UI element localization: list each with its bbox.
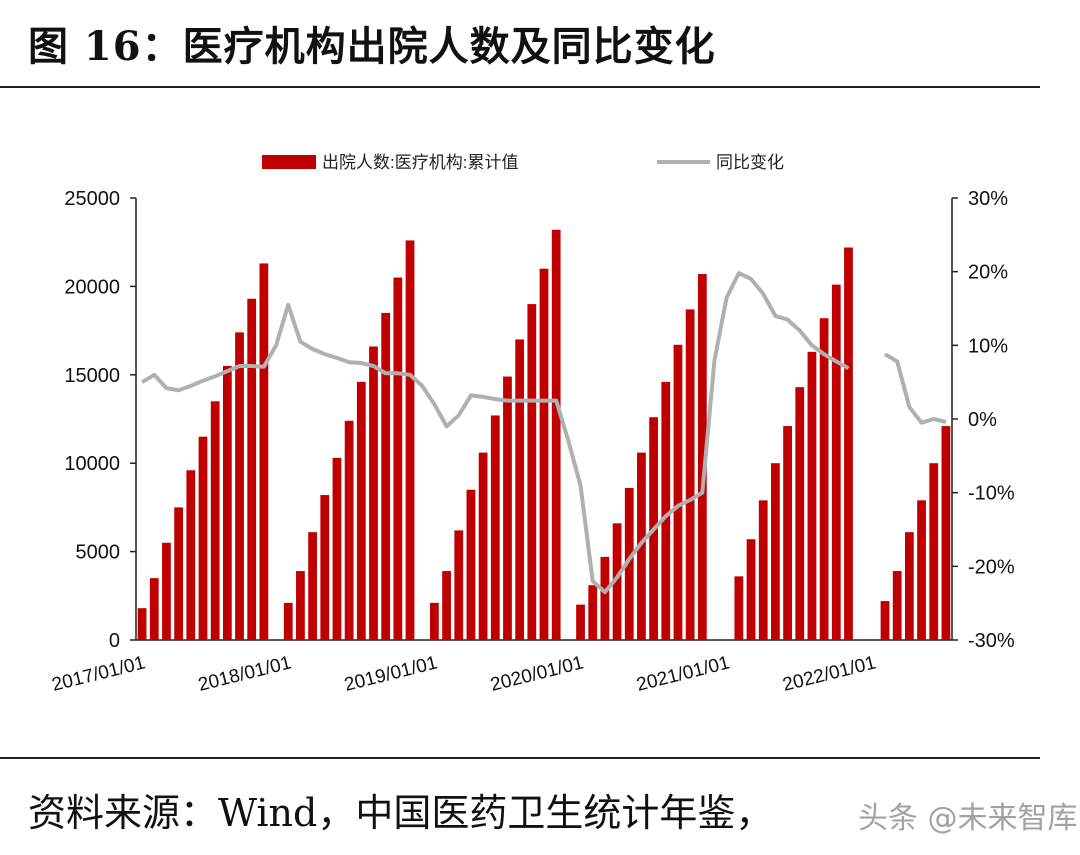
bar (941, 426, 951, 640)
bar (405, 240, 415, 640)
bar (247, 298, 257, 640)
bar (807, 351, 817, 640)
bar (576, 604, 585, 640)
bar (685, 309, 695, 640)
line-series (141, 271, 947, 595)
bar (466, 489, 476, 640)
x-tick-label: 2018/01/01 (196, 652, 293, 695)
bar (831, 284, 841, 640)
bar (758, 500, 768, 640)
bottom-rule (0, 757, 1040, 759)
bar (356, 381, 366, 640)
y-left-tick-label: 5000 (76, 542, 121, 564)
bar (186, 470, 196, 640)
bar (612, 523, 622, 640)
bar (369, 346, 378, 640)
figure-title: 图 16：医疗机构出院人数及同比变化 (28, 23, 716, 70)
y-right-tick-label: 20% (968, 262, 1008, 284)
bar (198, 436, 208, 640)
bar (308, 532, 317, 640)
x-tick-label: 2021/01/01 (635, 652, 732, 695)
bar (393, 277, 403, 640)
bar (222, 365, 232, 640)
bar (673, 344, 683, 640)
watermark: 头条 @未来智库 (858, 801, 1078, 836)
bar (283, 602, 293, 640)
bar (430, 602, 439, 640)
bar (539, 268, 549, 640)
legend-line-label: 同比变化 (716, 153, 784, 172)
x-tick-label: 2019/01/01 (342, 652, 439, 695)
bar (588, 585, 598, 640)
top-rule (0, 86, 1040, 88)
bar (734, 576, 744, 640)
bar (637, 452, 646, 640)
bar (600, 556, 610, 640)
y-right-tick-label: 0% (968, 409, 997, 431)
legend-bar-swatch (262, 155, 316, 169)
bar (210, 401, 220, 640)
bar (174, 507, 184, 640)
y-right-tick-label: -10% (968, 483, 1015, 505)
yoy-line-segment (883, 352, 947, 425)
axes: 0 5000 10000 15000 20000 25000 -30% -20% -10% 0% 1… (64, 188, 1015, 652)
yoy-line-segment (141, 271, 850, 595)
bar (442, 571, 451, 640)
bar (661, 381, 671, 640)
bar (137, 608, 147, 640)
x-axis-labels: 2017/01/01 2018/01/01 2019/01/01 2020/01/01… (50, 652, 878, 695)
bar (904, 532, 914, 640)
source-note: 资料来源：Wind，中国医药卫生统计年鉴， (28, 791, 774, 835)
bar (917, 500, 926, 640)
bar (795, 387, 805, 640)
bar-series (137, 229, 951, 640)
bar (235, 332, 244, 640)
legend: 出院人数:医疗机构:累计值 同比变化 (262, 153, 784, 172)
bar (746, 539, 756, 640)
bar (320, 495, 330, 640)
chart: 出院人数:医疗机构:累计值 同比变化 0 5000 10000 15000 20000 2… (50, 153, 1015, 696)
bar (624, 487, 634, 640)
y-right-tick-label: -20% (968, 556, 1015, 578)
bar (929, 463, 939, 640)
bar (880, 601, 890, 640)
x-tick-label: 2017/01/01 (50, 652, 147, 695)
bar (503, 376, 512, 640)
y-left-tick-label: 0 (109, 630, 120, 652)
y-left-tick-label: 10000 (64, 453, 120, 475)
bar (149, 578, 159, 640)
bar (697, 274, 707, 640)
bar (771, 463, 780, 640)
bar (296, 571, 305, 640)
y-right-tick-label: 10% (968, 335, 1008, 357)
legend-bar-label: 出院人数:医疗机构:累计值 (322, 153, 518, 172)
bar (515, 339, 525, 640)
bar (819, 318, 829, 640)
bar (259, 263, 269, 640)
bar (381, 312, 391, 640)
y-left-tick-label: 20000 (64, 276, 120, 298)
bar (344, 420, 354, 640)
bar (454, 530, 464, 640)
bar (892, 571, 902, 640)
bar (332, 457, 342, 640)
y-left-tick-label: 15000 (64, 365, 120, 387)
bar (844, 247, 853, 640)
x-tick-label: 2022/01/01 (781, 652, 878, 695)
bar (490, 415, 500, 640)
x-tick-label: 2020/01/01 (488, 652, 585, 695)
bar (783, 426, 792, 640)
y-right-tick-label: -30% (968, 630, 1015, 652)
bar (527, 304, 537, 640)
bar (478, 452, 488, 640)
y-right-tick-label: 30% (968, 188, 1008, 210)
bar (162, 542, 171, 640)
y-left-tick-label: 25000 (64, 188, 120, 210)
bar (551, 229, 561, 640)
